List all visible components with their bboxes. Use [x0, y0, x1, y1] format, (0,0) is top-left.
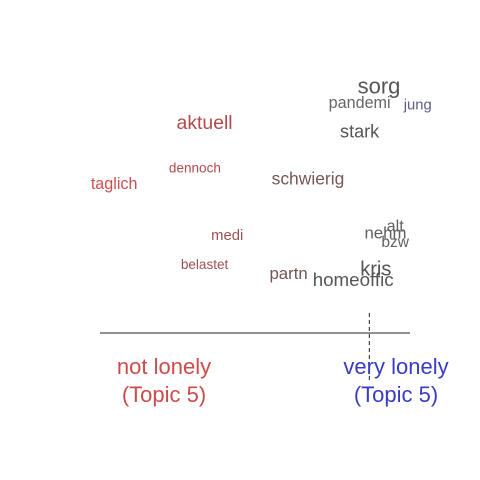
word-point-aktuell: aktuell	[177, 112, 233, 134]
word-point-stark: stark	[340, 122, 380, 142]
word-point-nehm: nehm	[364, 223, 406, 242]
word-point-bzw: bzw	[381, 234, 409, 251]
word-point-dennoch: dennoch	[169, 160, 221, 175]
word-point-taglich: taglich	[91, 175, 138, 193]
word-point-alt: alt	[387, 218, 405, 236]
left-label-line1: not lonely	[117, 354, 211, 379]
word-point-kris: kris	[360, 258, 391, 280]
word-point-schwierig: schwierig	[272, 169, 345, 189]
word-point-medi: medi	[211, 228, 243, 244]
word-point-homeoffic: homeoffic	[313, 269, 394, 290]
right-label-line2: (Topic 5)	[354, 382, 438, 407]
right-label-line1: very lonely	[343, 354, 448, 379]
word-point-belastet: belastet	[181, 257, 229, 272]
word-point-jung: jung	[403, 98, 432, 114]
left-label-line2: (Topic 5)	[122, 382, 206, 407]
word-point-partn: partn	[269, 264, 307, 283]
word-point-pandemi: pandemi	[329, 94, 391, 112]
word-point-sorg: sorg	[358, 74, 401, 99]
